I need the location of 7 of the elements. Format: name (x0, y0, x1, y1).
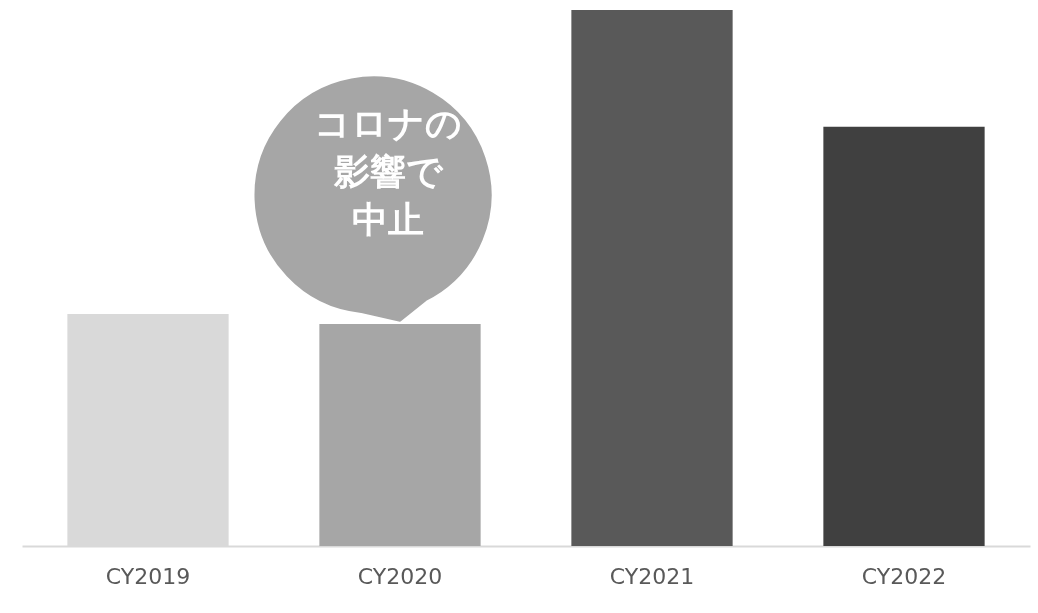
bar (823, 126, 985, 546)
x-tick-label: CY2019 (105, 563, 191, 589)
x-tick-label: CY2022 (861, 563, 947, 589)
x-tick-label: CY2021 (609, 563, 695, 589)
x-tick-label: CY2020 (357, 563, 443, 589)
annotation: コロナの影響で中止 (314, 103, 462, 240)
bar (571, 10, 733, 546)
